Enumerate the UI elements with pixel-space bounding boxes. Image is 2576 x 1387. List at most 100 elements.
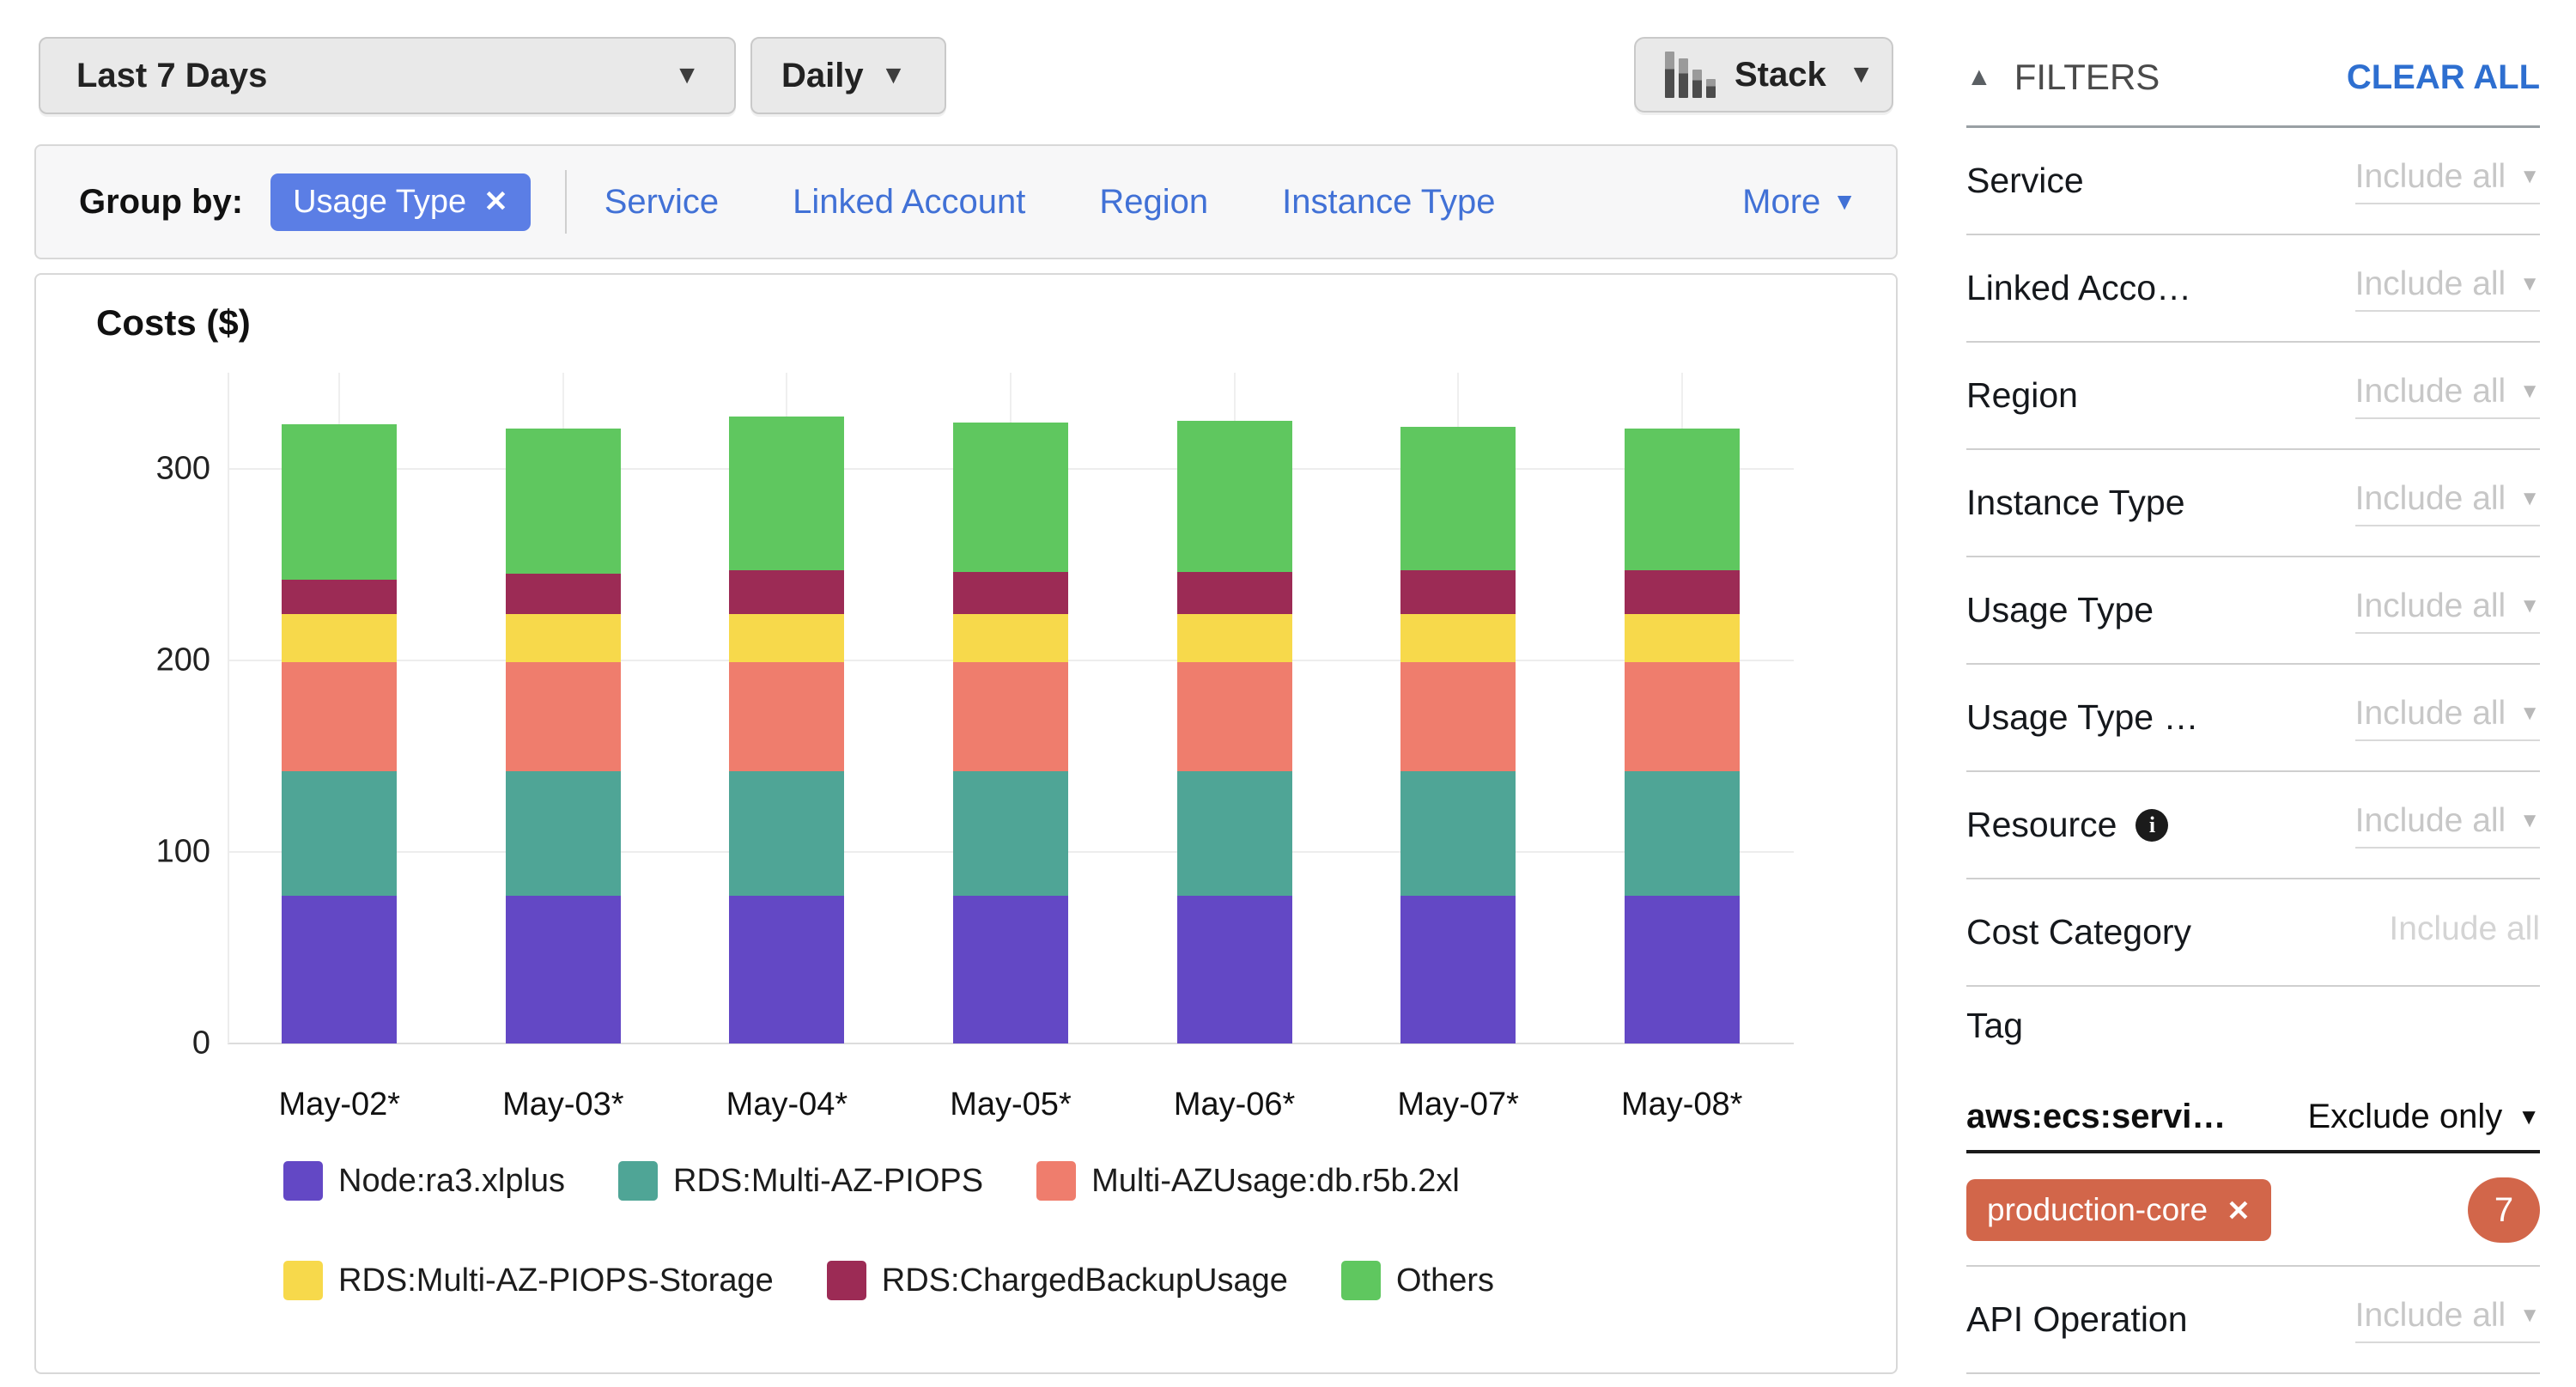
legend-swatch — [283, 1261, 323, 1300]
bar-segment-node-ra3-xlplus — [1400, 896, 1516, 1043]
filter-value-dropdown[interactable]: Include all ▼ — [2354, 802, 2540, 849]
chevron-down-icon: ▼ — [880, 61, 907, 89]
divider — [1966, 1265, 2540, 1267]
bar-segment-rds-multi-az-piops-storage — [1176, 614, 1292, 662]
info-icon[interactable]: i — [2136, 808, 2169, 842]
group-by-active-chip[interactable]: Usage Type ✕ — [270, 173, 531, 231]
bar-May-06 — [1176, 420, 1292, 1043]
filter-label-text: Usage Type … — [1966, 697, 2199, 737]
bar-segment-multi-azusage-db-r5b-2xl — [1400, 661, 1516, 772]
y-axis-tick: 300 — [155, 450, 210, 487]
tag-filter-block: Tag aws:ecs:servi… Exclude only ▼ produc… — [1966, 987, 2540, 1267]
filter-value-text: Include all — [2354, 157, 2506, 195]
legend-swatch — [283, 1161, 323, 1201]
filter-value-dropdown[interactable]: Include all ▼ — [2354, 157, 2540, 204]
bar-segment-rds-multi-az-piops-storage — [1624, 614, 1740, 662]
chart-title: Costs ($) — [96, 302, 251, 343]
chart-type-dropdown[interactable]: Stack ▼ — [1634, 37, 1893, 113]
date-range-dropdown[interactable]: Last 7 Days ▼ — [39, 37, 736, 114]
legend-swatch — [618, 1161, 659, 1201]
y-axis-tick: 100 — [155, 833, 210, 870]
chevron-down-icon: ▼ — [1848, 60, 1874, 88]
group-by-link-linked-account[interactable]: Linked Account — [793, 182, 1026, 221]
bar-May-07 — [1400, 426, 1516, 1043]
legend-label: RDS:ChargedBackupUsage — [881, 1262, 1288, 1299]
group-by-link-service[interactable]: Service — [604, 182, 720, 221]
legend-label: Others — [1395, 1262, 1494, 1299]
filter-rows: Service Include all ▼ Linked Acco… Include a… — [1966, 128, 2540, 987]
filter-value-dropdown[interactable]: Include all ▼ — [2354, 265, 2540, 312]
legend-item: RDS:Multi-AZ-PIOPS-Storage — [283, 1261, 774, 1300]
filter-value-dropdown[interactable]: Include all ▼ — [2354, 373, 2540, 419]
group-by-link-region[interactable]: Region — [1099, 182, 1209, 221]
bar-segment-node-ra3-xlplus — [505, 896, 621, 1043]
close-icon[interactable]: ✕ — [483, 186, 508, 218]
group-by-link-instance-type[interactable]: Instance Type — [1282, 182, 1496, 221]
bar-segment-node-ra3-xlplus — [282, 896, 398, 1043]
filter-label-text: Usage Type — [1966, 590, 2154, 630]
group-by-label: Group by: — [79, 182, 244, 221]
divider — [1966, 125, 2540, 128]
filter-value-dropdown[interactable]: Include all ▼ — [2354, 1296, 2540, 1343]
filters-title[interactable]: ▲ FILTERS — [1966, 57, 2160, 98]
granularity-dropdown[interactable]: Daily ▼ — [750, 37, 946, 114]
bar-May-04 — [729, 417, 845, 1043]
chevron-down-icon: ▼ — [2519, 1303, 2540, 1327]
filter-value-text: Include all — [2354, 1296, 2506, 1334]
chevron-down-icon: ▼ — [2519, 701, 2540, 725]
bar-segment-rds-multi-az-piops — [729, 771, 845, 897]
clear-all-button[interactable]: CLEAR ALL — [2346, 58, 2540, 96]
filter-value-dropdown[interactable]: Include all ▼ — [2354, 694, 2540, 741]
filter-value-dropdown[interactable]: Include all ▼ — [2354, 480, 2540, 526]
bar-segment-multi-azusage-db-r5b-2xl — [1176, 661, 1292, 772]
chevron-down-icon: ▼ — [674, 61, 700, 89]
chart-legend-row: RDS:Multi-AZ-PIOPS-Storage RDS:ChargedBac… — [283, 1261, 1494, 1300]
filter-label: Service — [1966, 161, 2084, 201]
legend-label: RDS:Multi-AZ-PIOPS-Storage — [338, 1262, 774, 1299]
divider — [1966, 1150, 2540, 1153]
tag-mode-dropdown[interactable]: Exclude only ▼ — [2307, 1095, 2540, 1138]
bar-segment-rds-multi-az-piops-storage — [729, 614, 845, 662]
group-by-bar: Group by: Usage Type ✕ Service Linked Acc… — [34, 144, 1898, 259]
bar-segment-rds-multi-az-piops-storage — [505, 614, 621, 662]
bar-segment-others — [1400, 426, 1516, 570]
bar-segment-rds-chargedbackupusage — [1400, 569, 1516, 615]
tag-value-chip[interactable]: production-core ✕ — [1966, 1179, 2271, 1241]
filter-label-text: Region — [1966, 375, 2078, 415]
bar-May-08 — [1624, 428, 1740, 1043]
filter-label-text: Resource — [1966, 805, 2117, 844]
filter-row-region: Region Include all ▼ — [1966, 343, 2540, 450]
filter-value-dropdown[interactable]: Include all ▼ — [2354, 587, 2540, 634]
bar-segment-others — [282, 424, 398, 581]
bar-segment-rds-multi-az-piops — [953, 771, 1068, 897]
filter-label-text: Linked Acco… — [1966, 268, 2192, 307]
filter-label-text: Service — [1966, 161, 2084, 200]
bar-May-02 — [282, 424, 398, 1043]
group-by-more-dropdown[interactable]: More ▼ — [1742, 183, 1856, 222]
bar-segment-rds-chargedbackupusage — [1176, 572, 1292, 615]
chevron-down-icon: ▼ — [2519, 271, 2540, 295]
filter-value-text: Include all — [2354, 587, 2506, 624]
bar-segment-others — [1176, 420, 1292, 573]
filter-row-usage-type-: Usage Type … Include all ▼ — [1966, 665, 2540, 772]
bar-segment-others — [953, 423, 1068, 573]
filters-title-text: FILTERS — [2014, 57, 2160, 97]
filter-value-text: Include all — [2354, 694, 2506, 732]
x-axis-tick: May-02* — [278, 1086, 401, 1122]
filter-label: Usage Type — [1966, 590, 2154, 630]
close-icon[interactable]: ✕ — [2227, 1194, 2251, 1226]
tag-key-row: aws:ecs:servi… Exclude only ▼ — [1966, 1095, 2540, 1138]
filters-sidebar: ▲ FILTERS CLEAR ALL Service Include all ▼ L… — [1966, 26, 2540, 1374]
stacked-bar-chart-icon — [1665, 52, 1716, 98]
bar-segment-multi-azusage-db-r5b-2xl — [729, 661, 845, 772]
chevron-down-icon: ▼ — [2519, 379, 2540, 403]
chevron-down-icon: ▼ — [2518, 1104, 2540, 1129]
filter-label-text: Instance Type — [1966, 483, 2185, 522]
tag-value-label: production-core — [1987, 1192, 2208, 1227]
x-axis-tick: May-04* — [726, 1086, 848, 1122]
x-axis-tick: May-06* — [1173, 1086, 1296, 1122]
bar-segment-rds-multi-az-piops-storage — [1400, 614, 1516, 662]
bar-segment-others — [505, 428, 621, 575]
gridline-y-0 — [228, 1043, 1794, 1044]
filter-row-api-operation: API Operation Include all ▼ — [1966, 1267, 2540, 1374]
